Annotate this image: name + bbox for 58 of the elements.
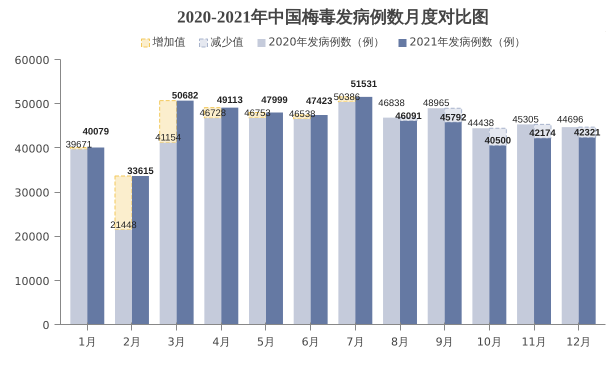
data-label: 39671 xyxy=(66,139,92,150)
data-label: 47423 xyxy=(306,96,332,107)
data-label: 46753 xyxy=(244,108,271,120)
data-label: 51531 xyxy=(350,78,378,90)
bar xyxy=(249,118,266,324)
x-tick-label: 10月 xyxy=(476,336,502,348)
data-label: 46091 xyxy=(395,110,422,122)
data-label: 40079 xyxy=(82,126,110,138)
y-tick-label: 30000 xyxy=(14,186,50,200)
x-tick-label: 6月 xyxy=(302,336,320,348)
x-tick-label: 12月 xyxy=(566,336,592,348)
data-label: 44696 xyxy=(557,114,584,126)
data-label: 48965 xyxy=(422,98,450,110)
data-label: 44438 xyxy=(468,118,494,130)
x-tick-label: 4月 xyxy=(212,336,230,348)
bar xyxy=(294,118,311,324)
x-tick-label: 8月 xyxy=(391,336,410,348)
data-label: 42174 xyxy=(529,128,556,140)
x-tick-label: 7月 xyxy=(346,336,364,348)
bar xyxy=(534,138,551,324)
bar xyxy=(115,230,132,324)
y-tick-label: 20000 xyxy=(14,230,50,244)
y-tick-label: 50000 xyxy=(14,98,50,112)
legend-label: 增加值 xyxy=(152,34,186,50)
y-tick-label: 0 xyxy=(42,319,50,332)
legend-label: 2020年发病例数（例） xyxy=(268,34,384,50)
bar xyxy=(338,102,356,324)
y-tick-label: 10000 xyxy=(14,274,50,288)
data-label: 47999 xyxy=(261,95,288,106)
x-tick-label: 11月 xyxy=(522,336,547,348)
data-label: 50386 xyxy=(334,92,360,103)
data-label: 42321 xyxy=(574,128,602,139)
data-label: 40500 xyxy=(484,136,512,147)
data-label: 50682 xyxy=(172,90,198,102)
x-tick-label: 9月 xyxy=(436,336,454,348)
chart-title: 2020-2021年中国梅毒发病例数月度对比图 xyxy=(177,8,489,26)
data-label: 45792 xyxy=(440,112,466,124)
bar xyxy=(400,120,417,324)
legend-label: 2021年发病例数（例） xyxy=(410,34,526,50)
data-label: 45305 xyxy=(512,114,539,126)
y-tick-label: 60000 xyxy=(14,54,50,67)
bar xyxy=(489,146,506,324)
bar xyxy=(383,118,400,324)
x-tick-label: 5月 xyxy=(256,336,275,348)
legend-label: 减少值 xyxy=(210,34,244,50)
x-tick-label: 3月 xyxy=(168,336,186,348)
bar xyxy=(578,138,596,324)
bar xyxy=(444,122,462,324)
y-tick-label: 40000 xyxy=(14,142,50,156)
bar xyxy=(87,147,104,324)
data-label: 33615 xyxy=(127,166,154,178)
data-label: 49113 xyxy=(216,95,243,106)
x-tick-label: 1月 xyxy=(78,336,96,348)
x-tick-label: 2月 xyxy=(122,336,141,348)
bar xyxy=(70,149,88,324)
data-label: 46838 xyxy=(378,98,405,109)
bar xyxy=(160,142,177,324)
bar xyxy=(204,118,222,324)
